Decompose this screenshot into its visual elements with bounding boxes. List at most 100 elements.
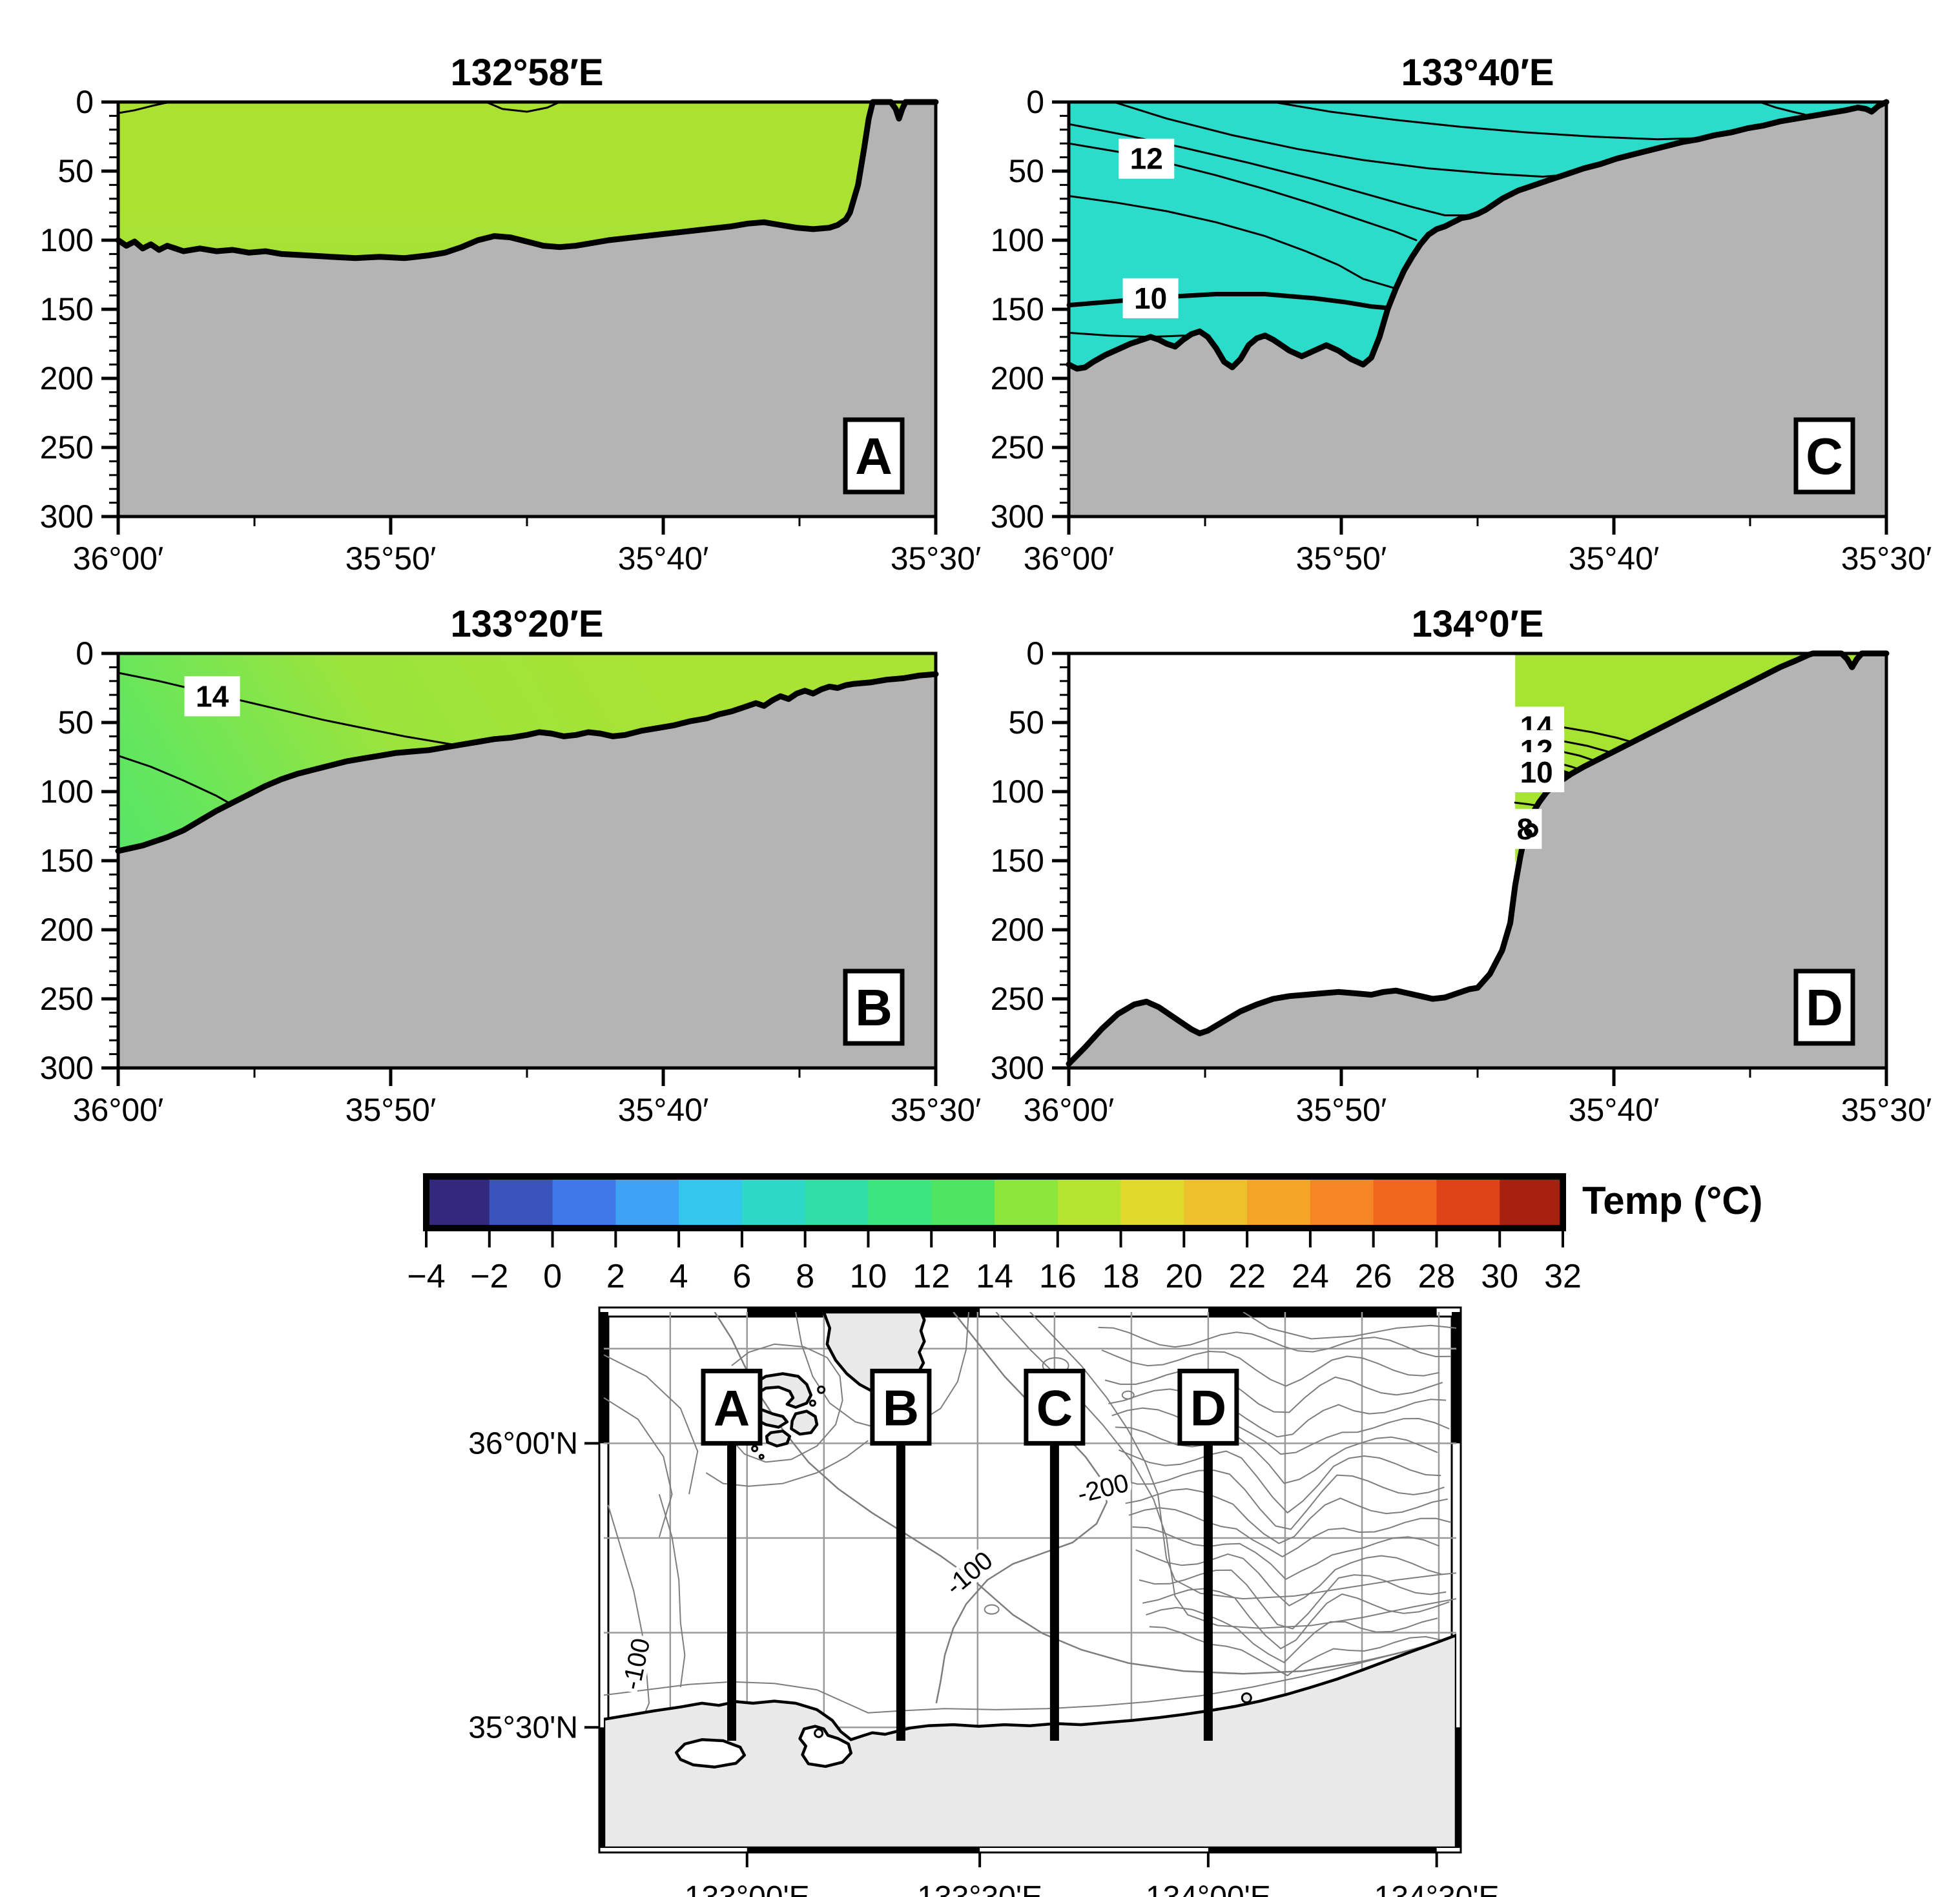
x-tick-label: 36°00′ <box>73 1092 164 1128</box>
isotherm-line <box>1113 101 1577 178</box>
frame-segment <box>1208 1307 1437 1317</box>
x-tick-label: 35°50′ <box>346 540 437 577</box>
y-tick-label: 250 <box>991 981 1044 1017</box>
bathymetry-contour-dense <box>1128 1507 1452 1557</box>
colorbar-tick-label: 14 <box>976 1258 1013 1295</box>
y-tick-label: 250 <box>40 981 94 1017</box>
y-tick-label: 250 <box>40 429 94 466</box>
y-tick-label: 150 <box>991 843 1044 879</box>
colorbar-tick-label: 28 <box>1418 1258 1456 1295</box>
bathymetry-contour-dense <box>1115 1426 1438 1484</box>
seafloor-fill <box>1069 102 1886 517</box>
water-body <box>1515 653 1813 864</box>
colorbar-segment <box>931 1176 995 1228</box>
map-clip-group: -200 -100 -100 A B C D <box>604 1312 1456 1848</box>
bathymetry-contour-dense <box>1142 1588 1450 1650</box>
isotherm-label-box <box>1119 138 1175 179</box>
water-body <box>118 102 936 258</box>
colorbar-segment <box>1184 1176 1248 1228</box>
isotherm-label: 14 <box>196 679 229 713</box>
map-lon-label: 133°30'E <box>917 1880 1042 1897</box>
y-tick-label: 150 <box>991 291 1044 327</box>
colorbar-tick-label: 8 <box>796 1258 814 1295</box>
bathymetry-contour-dense <box>1122 1470 1445 1530</box>
colorbar-segment <box>868 1176 932 1228</box>
y-tick-label: 250 <box>991 429 1044 466</box>
colorbar-tick-label: 26 <box>1355 1258 1392 1295</box>
y-tick-label: 0 <box>76 84 94 120</box>
colorbar-tick-label: 22 <box>1228 1258 1266 1295</box>
isotherm-label-box <box>184 676 240 717</box>
bathymetry-contour-dense <box>1149 1626 1441 1677</box>
y-tick-label: 200 <box>40 360 94 396</box>
seafloor-line <box>115 99 939 261</box>
panel-title: 132°58′E <box>450 52 603 94</box>
bathymetry-contour-dense <box>1104 1369 1443 1413</box>
bathymetry-contour-dense <box>1139 1569 1447 1630</box>
transect-letter: C <box>1037 1379 1073 1436</box>
x-tick-label: 35°50′ <box>346 1092 437 1128</box>
map-lat-label: 36°00'N <box>468 1426 578 1461</box>
map-frame-outer <box>598 1306 1462 1854</box>
colorbar-frame <box>423 1173 1566 1231</box>
panel-letter-box <box>843 417 905 495</box>
colorbar-tick-label: 12 <box>913 1258 950 1295</box>
islet <box>809 1399 816 1407</box>
isotherm-label-box <box>1509 752 1565 793</box>
transect-label-box <box>870 1368 932 1446</box>
map-lon-label: 134°30'E <box>1374 1880 1500 1897</box>
section-panel-b: 14 0 50 100 150 200 250 300 36°00′ 35°50′ 35°40′ 35… <box>40 603 982 1128</box>
bathymetry-closed-contour <box>984 1604 1000 1615</box>
colorbar-segment <box>1247 1176 1311 1228</box>
y-tick-label: 200 <box>991 912 1044 948</box>
bathymetry-contour-dense <box>1135 1549 1443 1606</box>
transect-letter: A <box>714 1379 750 1436</box>
colorbar-segment <box>805 1176 869 1228</box>
y-tick-label: 150 <box>40 843 94 879</box>
y-tick-label: 100 <box>991 774 1044 810</box>
bathymetry-contour <box>705 1440 869 1487</box>
colorbar-segment <box>615 1176 679 1228</box>
x-tick-label: 35°50′ <box>1296 540 1387 577</box>
x-tick-label: 36°00′ <box>1024 540 1115 577</box>
colorbar-tick-label: 10 <box>850 1258 887 1295</box>
bathymetry-contour-dense <box>1108 1388 1447 1438</box>
lake <box>674 1738 747 1769</box>
bathymetry-contour-dense <box>1101 1349 1439 1387</box>
isotherm-label: 10 <box>1134 282 1167 315</box>
panel-letter: C <box>1806 427 1843 485</box>
colorbar-tick-label: 18 <box>1102 1258 1140 1295</box>
map-lon-label: 134°00'E <box>1146 1880 1271 1897</box>
colorbar-segment <box>489 1176 553 1228</box>
lake-dot <box>814 1728 824 1738</box>
transect-label-box <box>1177 1368 1239 1446</box>
colorbar-title: Temp (°C) <box>1582 1179 1763 1222</box>
panel-letter-box <box>1793 969 1855 1046</box>
frame-segment <box>599 1312 608 1444</box>
bathymetry-contour-dense <box>1098 1326 1452 1357</box>
x-tick-label: 35°30′ <box>891 1092 982 1128</box>
colorbar-tick-label: 6 <box>732 1258 751 1295</box>
y-tick-label: 100 <box>991 222 1044 258</box>
y-tick-label: 300 <box>40 498 94 535</box>
bathymetry-contour <box>604 1397 673 1537</box>
closed-isotherm-icon <box>1523 823 1538 837</box>
x-tick-label: 35°50′ <box>1296 1092 1387 1128</box>
colorbar-segment <box>1436 1176 1500 1228</box>
y-tick-label: 200 <box>991 360 1044 396</box>
y-tick-label: 0 <box>1026 84 1044 120</box>
panel-title: 134°0′E <box>1412 603 1544 645</box>
colorbar-tick-label: 30 <box>1481 1258 1518 1295</box>
bathymetry-contour <box>1243 1312 1456 1340</box>
colorbar-tick-label: 16 <box>1039 1258 1077 1295</box>
seafloor-fill <box>118 674 936 1068</box>
y-tick-label: 50 <box>57 704 94 741</box>
x-tick-label: 35°40′ <box>1569 540 1660 577</box>
isotherm-line <box>1272 101 1707 141</box>
bathymetry-contour-dense <box>1111 1407 1450 1455</box>
colorbar-segment <box>426 1176 490 1228</box>
bathymetry-contour <box>995 1312 1456 1629</box>
section-panel-a: 0 50 100 150 200 250 300 36°00′ 35°50′ 35°40′ 35°3… <box>40 52 982 577</box>
